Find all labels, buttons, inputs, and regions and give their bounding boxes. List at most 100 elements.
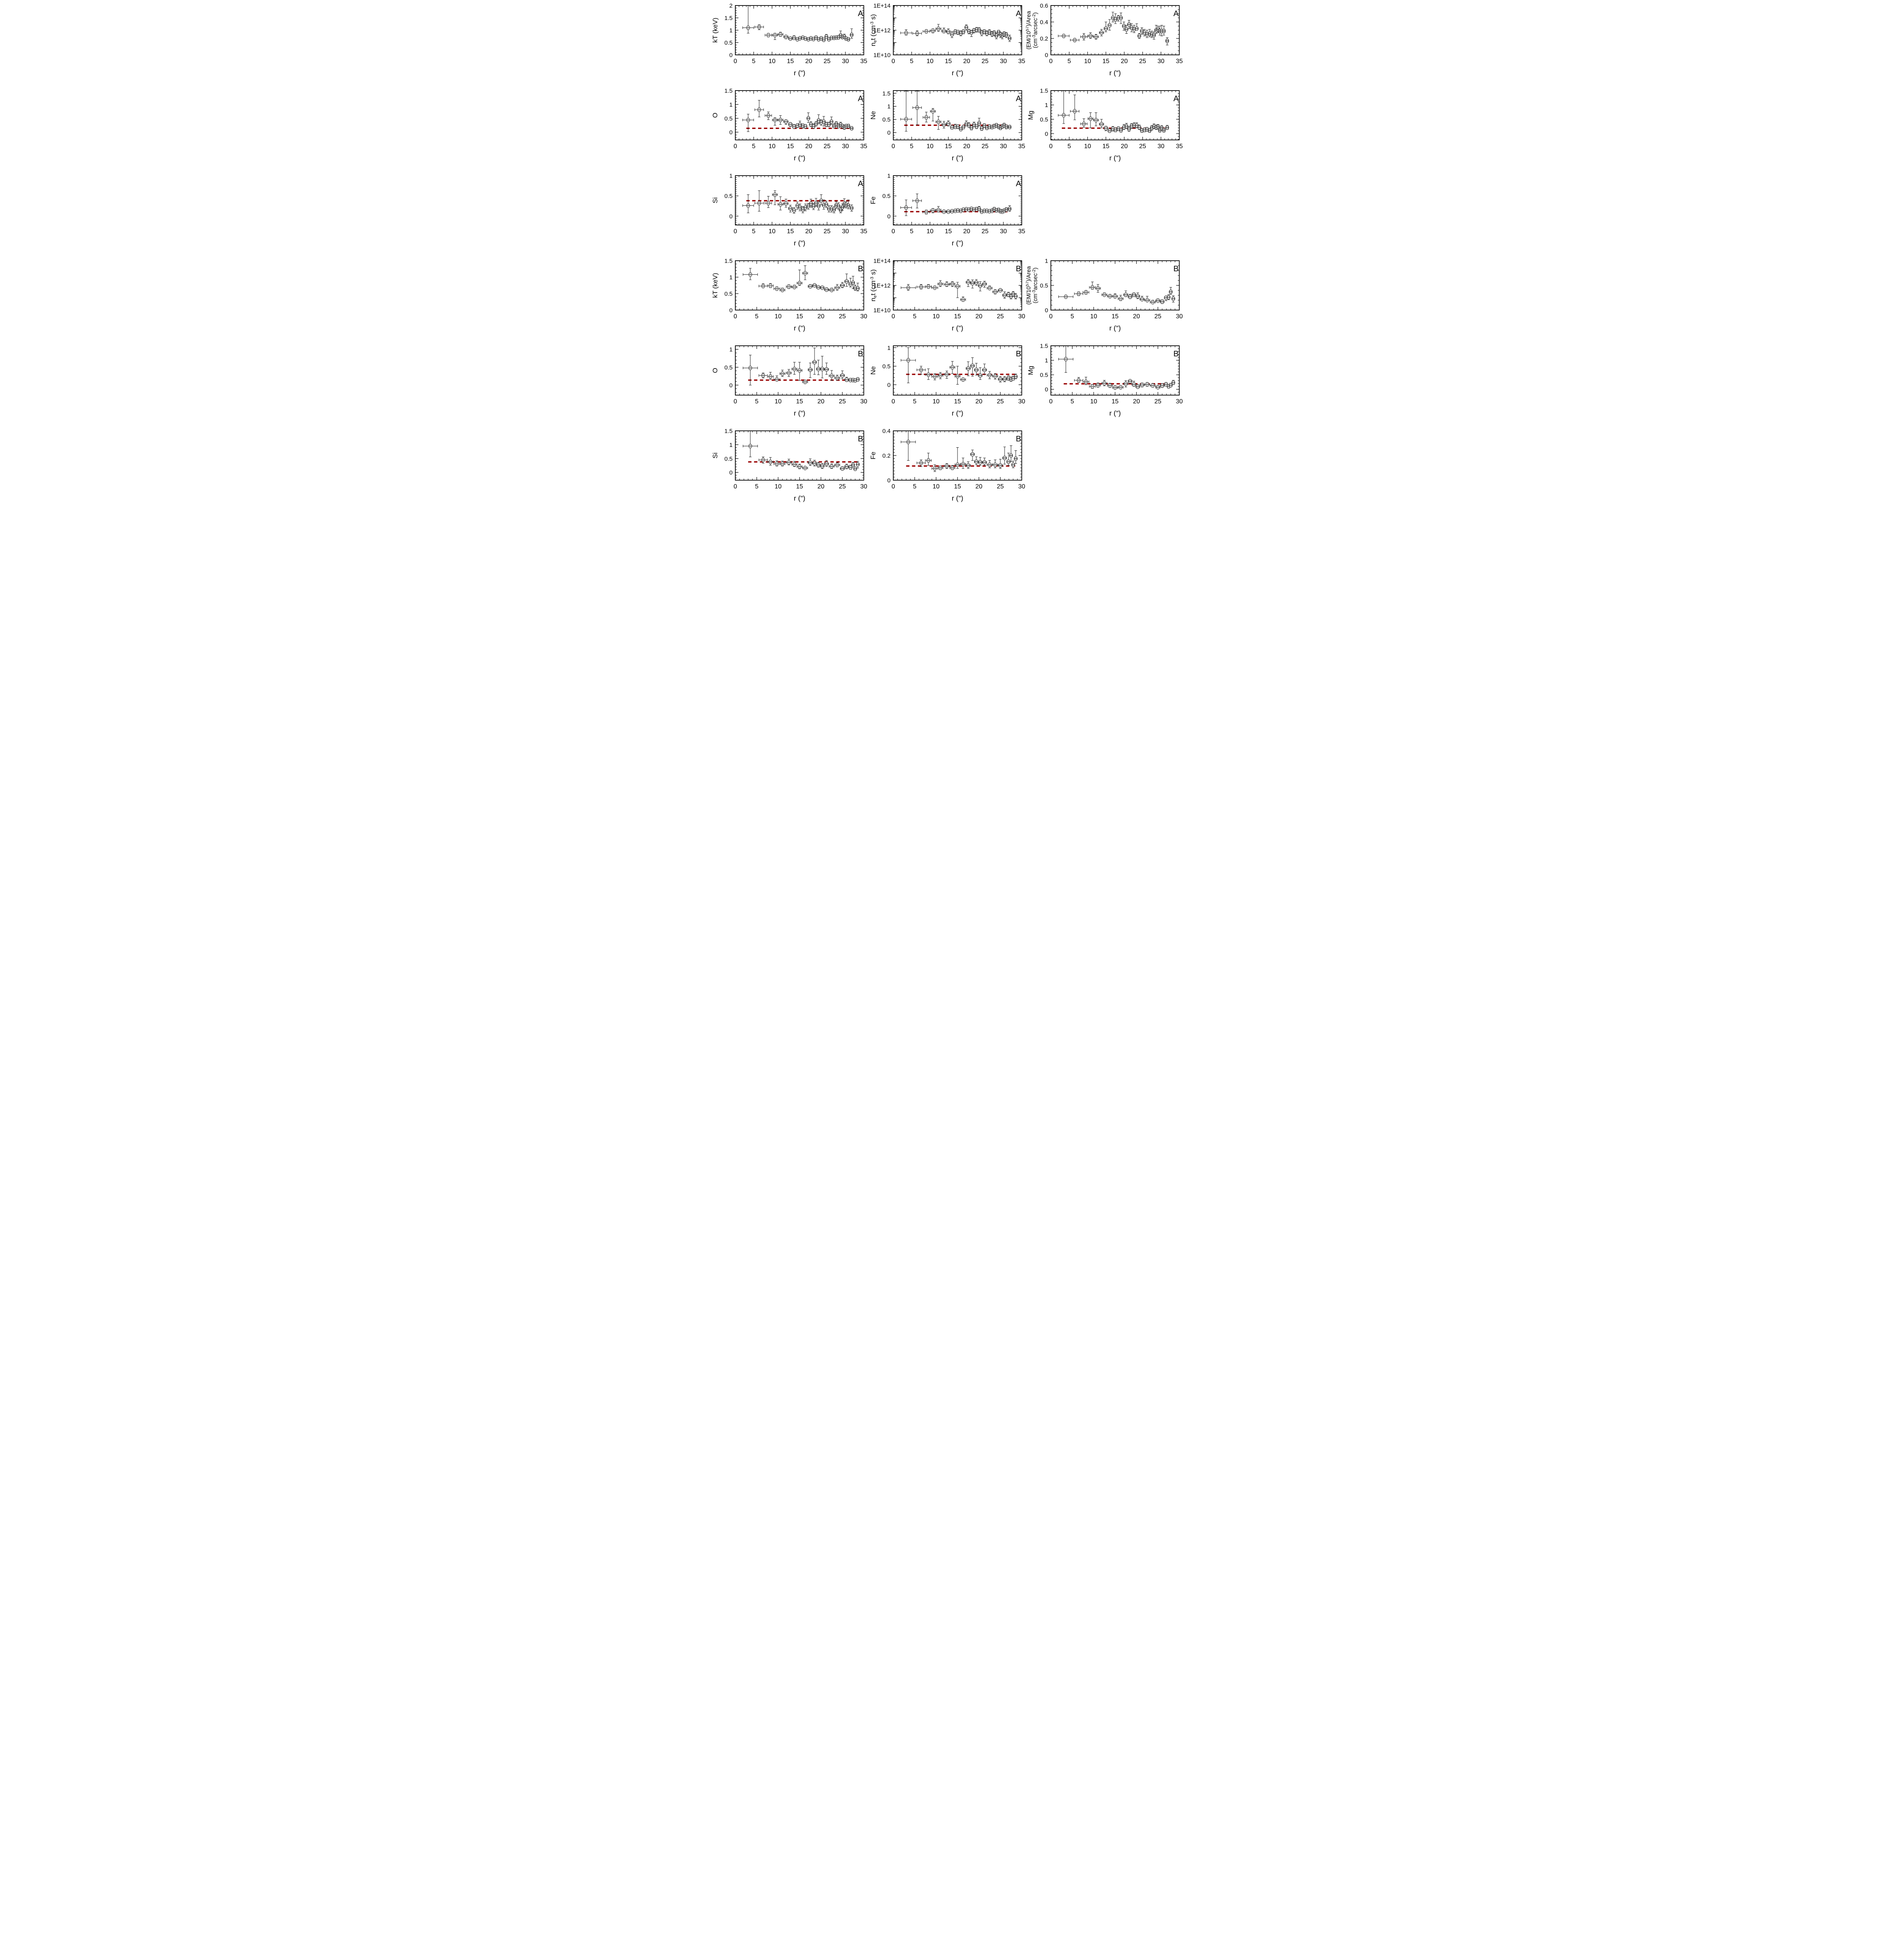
data-points-group	[1058, 12, 1169, 45]
x-tick-label: 35	[860, 58, 867, 65]
y-axis-label: O	[711, 368, 719, 373]
data-points-group	[900, 24, 1012, 42]
plot-frame	[735, 175, 864, 225]
x-axis-label: r (")	[952, 154, 963, 162]
x-tick-label: 20	[1133, 398, 1140, 405]
y-tick-label: 0	[1045, 131, 1048, 137]
data-points-group	[900, 347, 1018, 385]
x-tick-label: 20	[805, 228, 812, 235]
region-label: A	[1174, 9, 1179, 18]
x-tick-label: 30	[1018, 483, 1025, 490]
x-tick-label: 0	[891, 313, 895, 320]
x-tick-label: 0	[734, 143, 737, 150]
plot-frame	[893, 260, 1022, 310]
y-tick-label: 0.5	[724, 40, 733, 46]
x-tick-label: 25	[981, 228, 989, 235]
plot-frame	[735, 90, 864, 140]
y-tick-label: 0	[1045, 52, 1048, 58]
x-tick-label: 10	[932, 313, 940, 320]
y-tick-label: 1.5	[1040, 88, 1048, 94]
y-tick-label: 1.5	[724, 428, 733, 435]
x-axis-label: r (")	[794, 494, 805, 502]
data-points-group	[742, 5, 854, 42]
plot-frame	[735, 5, 864, 55]
x-tick-label: 5	[913, 398, 916, 405]
x-tick-label: 15	[945, 143, 952, 150]
x-tick-label: 15	[945, 58, 952, 65]
y-axis-label: (cm-3arcsec-2)	[1032, 267, 1039, 303]
y-tick-label: 0.6	[1040, 3, 1048, 9]
x-tick-label: 5	[910, 58, 913, 65]
x-tick-label: 5	[1068, 143, 1071, 150]
x-axis-label: r (")	[794, 69, 805, 77]
data-points-group	[1058, 91, 1169, 133]
y-tick-label: 1E+10	[873, 52, 891, 58]
x-tick-label: 0	[1049, 58, 1053, 65]
y-tick-label: 1E+12	[873, 283, 891, 289]
y-axis-label: Ne	[869, 111, 877, 120]
y-axis-label: net (cm-3 s)	[869, 269, 878, 301]
x-axis-label: r (")	[794, 324, 805, 332]
x-axis-label: r (")	[952, 409, 963, 417]
x-tick-label: 15	[1103, 58, 1110, 65]
plot-frame	[1050, 260, 1180, 310]
x-tick-label: 25	[1154, 313, 1161, 320]
region-label: A	[858, 180, 864, 188]
region-label: B	[858, 435, 863, 443]
region-label: A	[858, 94, 864, 103]
x-tick-label: 5	[1070, 398, 1074, 405]
x-tick-label: 25	[981, 143, 989, 150]
y-tick-label: 0	[887, 477, 890, 484]
x-tick-label: 35	[860, 228, 867, 235]
x-axis-label: r (")	[1109, 324, 1121, 332]
x-axis-label: r (")	[952, 324, 963, 332]
chart-panel-B-Ne: 0 5 10 15 20 25 30 0 0.5 1 Br (") Ne	[869, 345, 1025, 417]
x-tick-label: 35	[860, 143, 867, 150]
x-tick-label: 20	[963, 58, 970, 65]
data-points-group	[742, 100, 854, 132]
y-tick-label: 0.5	[882, 193, 891, 200]
x-tick-label: 35	[1018, 228, 1025, 235]
y-tick-label: 1	[1045, 102, 1048, 109]
y-tick-label: 0	[729, 382, 733, 389]
y-tick-label: 0.2	[1040, 36, 1048, 42]
chart-panel-A-net: 0 5 10 15 20 25 30 35 1E+10 1E+12 1E+14 Ar (") net (…	[869, 3, 1025, 77]
y-axis-label: Ne	[869, 366, 877, 375]
y-axis-label: Si	[711, 452, 719, 458]
x-tick-label: 25	[1139, 143, 1146, 150]
x-tick-label: 20	[963, 228, 970, 235]
y-tick-label: 0.5	[724, 456, 733, 462]
data-points-group	[1058, 281, 1176, 305]
x-tick-label: 0	[891, 58, 895, 65]
x-tick-label: 5	[755, 313, 758, 320]
chart-panel-A-Si: 0 5 10 15 20 25 30 35 0 0.5 1 Ar (") Si	[711, 173, 867, 247]
x-tick-label: 20	[805, 143, 812, 150]
y-tick-label: 0.5	[882, 363, 891, 370]
x-tick-label: 25	[997, 313, 1004, 320]
data-points-group	[743, 265, 860, 292]
x-tick-label: 0	[891, 228, 895, 235]
x-tick-label: 15	[796, 313, 803, 320]
y-tick-label: 1	[887, 345, 890, 351]
y-tick-label: 0.4	[882, 428, 891, 435]
chart-panel-B-O: 0 5 10 15 20 25 30 0 0.5 1 Br (") O	[711, 345, 867, 417]
x-tick-label: 10	[769, 58, 776, 65]
x-tick-label: 25	[824, 228, 831, 235]
chart-panel-A-Mg: 0 5 10 15 20 25 30 35 0 0.5 1 1.5 Ar (") Mg	[1027, 88, 1183, 162]
x-tick-label: 25	[1139, 58, 1146, 65]
x-tick-label: 30	[860, 483, 867, 490]
data-points-group	[743, 348, 860, 385]
y-axis-label: Fe	[869, 196, 877, 204]
x-tick-label: 25	[824, 143, 831, 150]
x-tick-label: 0	[1049, 398, 1053, 405]
x-tick-label: 30	[860, 313, 867, 320]
y-tick-label: 0.4	[1040, 19, 1048, 26]
x-tick-label: 0	[734, 228, 737, 235]
x-tick-label: 10	[1084, 58, 1091, 65]
x-axis-label: r (")	[952, 239, 963, 247]
x-tick-label: 0	[734, 483, 737, 490]
data-points-group	[900, 193, 1012, 216]
